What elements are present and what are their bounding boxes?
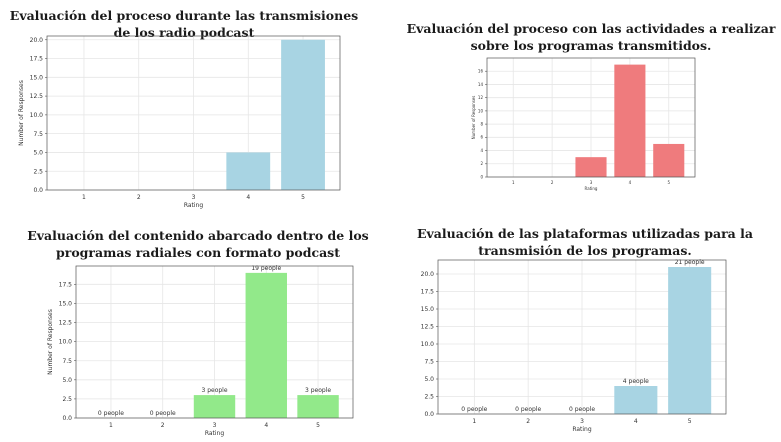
x-tick-label: 1 [472,418,476,425]
data-label: 0 people [98,410,124,417]
chart-1-svg: 1 2 3 4 5 0.0 2.5 5.0 7.5 10.0 12.5 15.0 17.5 20.0 Rat… [18,35,341,209]
y-tick-label: 5.0 [62,377,72,384]
y-axis-label: Number of Responses [18,80,25,146]
x-axis-label: Rating [572,426,592,433]
x-tick-label: 5 [316,422,320,429]
y-tick-label: 10.0 [421,341,435,348]
y-tick-label: 10.0 [30,112,44,119]
y-tick-label: 5.0 [424,376,434,383]
x-tick-label: 3 [580,418,584,425]
bar [281,39,325,190]
plot-frame [437,259,727,415]
x-tick-label: 3 [192,194,196,201]
bar [193,395,236,418]
data-label: 4 people [623,378,649,385]
bar [575,157,607,177]
data-label: 0 people [150,410,176,417]
bar [653,143,685,177]
x-tick-label: 1 [512,180,515,185]
x-tick-label: 4 [264,422,268,429]
y-tick-label: 5.0 [33,150,43,157]
x-tick-label: 1 [109,422,113,429]
y-tick-label: 7.5 [424,359,434,366]
x-tick-label: 5 [301,194,305,201]
y-tick-label: 20.0 [421,271,435,278]
data-label: 3 people [305,387,331,394]
chart-2-title: Evaluación del proceso con las actividad… [406,21,776,53]
data-label: 3 people [201,387,227,394]
y-tick-label: 17.5 [59,281,73,288]
y-tick-label: 12 [478,95,484,100]
y-tick-label: 12.5 [421,324,435,331]
y-tick-label: 10.0 [59,339,73,346]
x-tick-label: 1 [82,194,86,201]
y-tick-label: 0.0 [424,411,434,418]
y-tick-label: 10 [478,108,484,113]
y-tick-label: 2.5 [62,396,72,403]
bar [614,386,658,414]
x-tick-label: 2 [551,180,554,185]
bar [226,152,271,190]
y-tick-label: 15.0 [421,306,435,313]
y-axis-label: Number of Responses [471,96,476,140]
y-tick-label: 15.0 [59,301,73,308]
y-tick-label: 0.0 [33,187,43,194]
x-tick-label: 5 [688,418,692,425]
data-label: 0 people [569,406,595,413]
chart-1: 1 2 3 4 5 0.0 2.5 5.0 7.5 10.0 12.5 15.0 17.5 20.0 Rat… [5,30,350,210]
y-tick-label: 2.5 [424,394,434,401]
bar [297,395,339,418]
y-tick-label: 16 [478,69,484,74]
y-tick-label: 17.5 [421,289,435,296]
plot-frame [75,265,354,419]
x-tick-label: 5 [667,180,670,185]
x-tick-label: 4 [634,418,638,425]
y-tick-label: 0 [480,174,483,179]
x-axis-label: Rating [585,186,598,191]
y-tick-label: 6 [480,135,483,140]
x-tick-label: 2 [526,418,530,425]
x-tick-label: 3 [590,180,593,185]
y-tick-label: 12.5 [59,320,73,327]
chart-3-svg: 0 people 1 0 people 2 3 people 3 19 people 4 3 p… [47,265,354,437]
y-tick-label: 7.5 [62,358,72,365]
y-tick-label: 17.5 [30,56,44,63]
chart-3: 0 people 1 0 people 2 3 people 3 19 people 4 3 p… [38,258,368,438]
bar [245,272,287,418]
y-tick-label: 14 [478,82,484,87]
chart-3-title: Evaluación del contenido abarcado dentro… [27,228,369,260]
y-tick-label: 2 [480,161,483,166]
bar [668,267,712,414]
chart-4: 0 people 1 0 people 2 0 people 3 4 people 4 21 p… [409,254,736,434]
plot-frame [46,35,341,191]
y-tick-label: 4 [480,148,483,153]
y-tick-label: 8 [480,122,483,127]
chart-2: 1 2 3 4 5 0 2 4 6 8 10 12 14 16 Rating Number of Respon… [465,52,705,192]
data-label: 21 people [675,259,705,266]
data-label: 0 people [461,406,487,413]
x-axis-label: Rating [184,202,204,209]
y-tick-label: 15.0 [30,74,44,81]
x-tick-label: 2 [137,194,141,201]
y-tick-label: 7.5 [33,131,43,138]
y-tick-label: 0.0 [62,415,72,422]
data-label: 0 people [515,406,541,413]
data-label: 19 people [251,265,281,272]
bar [614,64,646,177]
x-tick-label: 3 [213,422,217,429]
chart-4-svg: 0 people 1 0 people 2 0 people 3 4 people 4 21 p… [409,259,727,433]
x-tick-label: 4 [629,180,632,185]
plot-frame [486,57,696,178]
y-axis-label: Number of Responses [47,309,54,375]
x-tick-label: 4 [246,194,250,201]
x-axis-label: Rating [205,430,225,437]
chart-4-title: Evaluación de las plataformas utilizadas… [417,226,753,258]
y-tick-label: 20.0 [30,37,44,44]
x-tick-label: 2 [161,422,165,429]
y-tick-label: 2.5 [33,168,43,175]
y-tick-label: 12.5 [30,93,44,100]
